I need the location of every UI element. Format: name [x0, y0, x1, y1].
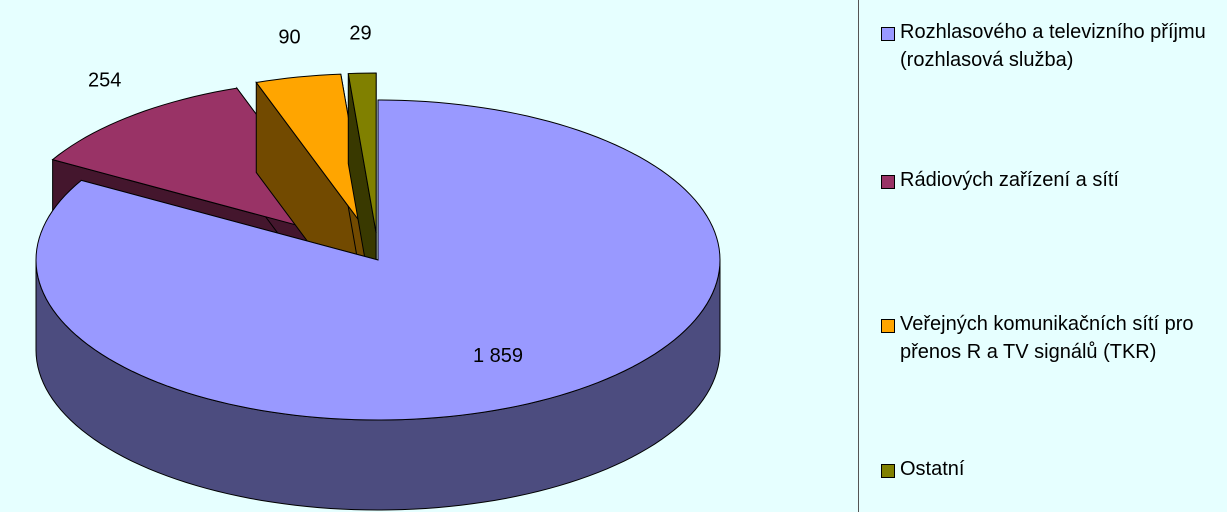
chart: 254 90 29 1 859 [35, 22, 721, 511]
legend-swatch [881, 175, 895, 189]
legend-item: Veřejných komunikačních sítí pro přenos … [881, 310, 1211, 366]
legend-label: Veřejných komunikačních sítí pro přenos … [900, 313, 1194, 363]
slice-top [255, 73, 370, 234]
data-label: 1 859 [473, 345, 523, 367]
legend-swatch [881, 319, 895, 333]
legend-label: Ostatní [900, 458, 965, 480]
legend-item: Rozhlasového a televizního příjmu (rozhl… [881, 18, 1211, 74]
legend-label: Rozhlasového a televizního příjmu (rozhl… [900, 21, 1206, 71]
data-label: 254 [88, 70, 121, 92]
legend-label: Rádiových zařízení a sítí [900, 169, 1119, 191]
legend-item: Ostatní [881, 455, 1211, 483]
data-label: 29 [349, 22, 371, 44]
legend: Rozhlasového a televizního příjmu (rozhl… [858, 0, 1227, 512]
slice [35, 99, 721, 511]
slice-top [347, 72, 377, 234]
legend-item: Rádiových zařízení a sítí [881, 166, 1211, 194]
slice-top [51, 87, 351, 241]
legend-swatch [881, 27, 895, 41]
data-label: 90 [278, 27, 300, 49]
legend-swatch [881, 464, 895, 478]
slice-top [35, 99, 721, 421]
